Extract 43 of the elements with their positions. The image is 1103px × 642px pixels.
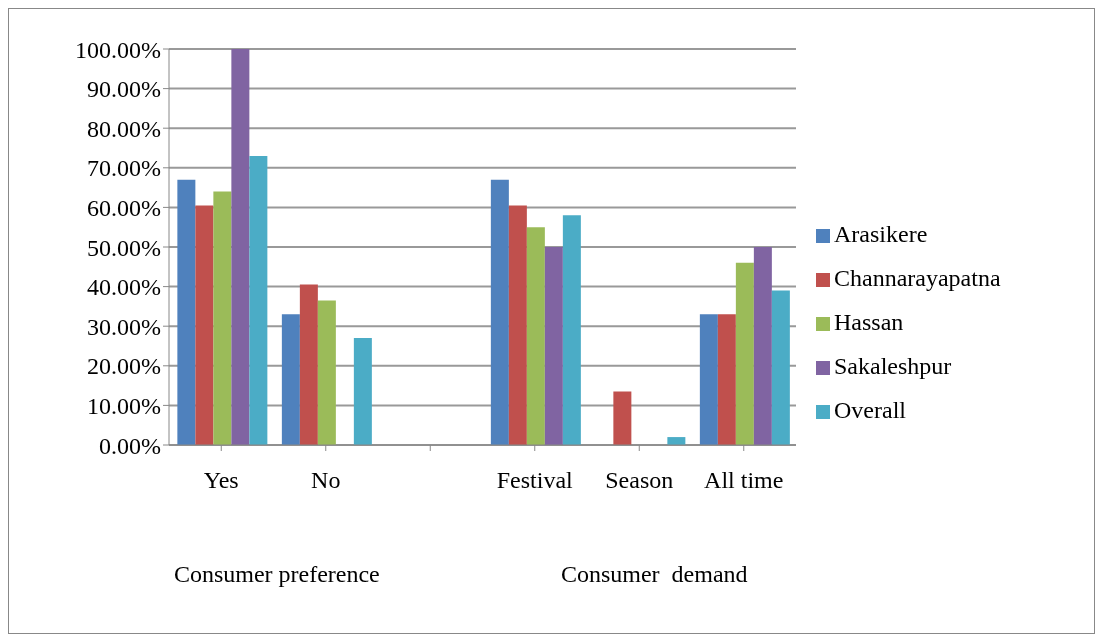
bar <box>771 290 790 445</box>
bar <box>317 300 336 445</box>
bar <box>717 314 736 445</box>
y-tick-label: 0.00% <box>99 432 161 459</box>
y-tick-label: 30.00% <box>87 313 161 340</box>
y-tick-label: 70.00% <box>87 155 161 182</box>
x-tick-label: Season <box>605 467 674 494</box>
legend-label: Overall <box>834 397 906 423</box>
y-tick-label: 100.00% <box>75 36 161 63</box>
y-tick-label: 40.00% <box>87 274 161 301</box>
x-tick-label: No <box>311 467 341 494</box>
legend-label: Arasikere <box>834 221 928 247</box>
bar <box>177 179 196 445</box>
x-tick-label: Yes <box>203 467 239 494</box>
bar <box>353 338 372 445</box>
bar <box>562 215 581 445</box>
x-tick-label: All time <box>704 467 784 494</box>
text: Consumer demand <box>559 560 749 589</box>
y-tick-label: 80.00% <box>87 115 161 142</box>
legend-label: Sakaleshpur <box>834 353 952 379</box>
bar <box>699 314 718 445</box>
bar <box>613 391 632 445</box>
bar <box>735 262 754 445</box>
bar <box>299 284 318 445</box>
y-tick-label: 10.00% <box>87 392 161 419</box>
bar <box>508 205 527 445</box>
bar <box>281 314 300 445</box>
bar <box>231 49 250 445</box>
bar <box>195 205 214 445</box>
y-tick-label: 90.00% <box>87 76 161 103</box>
bar <box>490 179 509 445</box>
y-tick-label: 20.00% <box>87 353 161 380</box>
bar <box>544 247 563 445</box>
bar <box>526 227 545 445</box>
y-tick-label: 50.00% <box>87 234 161 261</box>
y-tick-label: 60.00% <box>87 194 161 221</box>
x-tick-label: Festival <box>496 467 574 494</box>
bar <box>213 191 232 445</box>
bar <box>249 155 268 445</box>
legend-label: Channarayapatna <box>834 265 1001 291</box>
text: Consumer preference <box>172 560 381 589</box>
legend-label: Hassan <box>834 309 904 335</box>
bar <box>753 247 772 445</box>
